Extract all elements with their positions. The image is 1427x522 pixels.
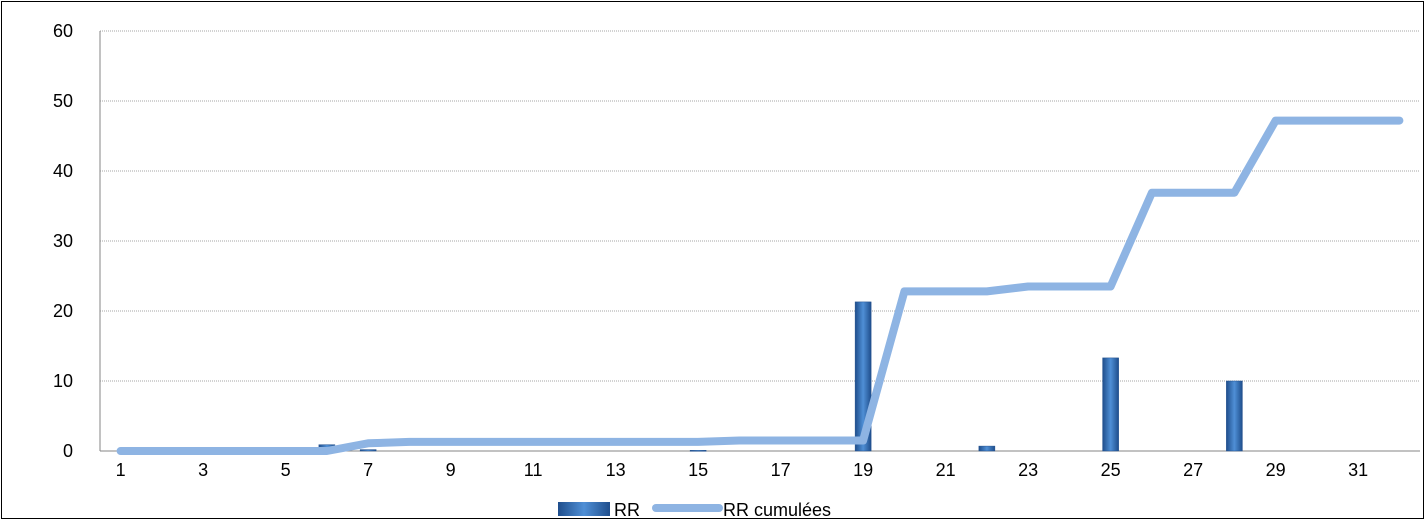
bar-rr-28 bbox=[1226, 380, 1243, 452]
legend-label-rr-cumulees: RR cumulées bbox=[723, 500, 831, 520]
bar-rr-15 bbox=[689, 450, 707, 452]
bar-rr-7 bbox=[359, 449, 377, 452]
y-tick-label: 20 bbox=[53, 301, 73, 321]
y-tick-label: 0 bbox=[63, 441, 73, 461]
x-tick-label: 15 bbox=[688, 460, 708, 480]
x-tick-label: 19 bbox=[853, 460, 873, 480]
y-tick-label: 30 bbox=[53, 231, 73, 251]
y-tick-label: 10 bbox=[53, 371, 73, 391]
x-tick-label: 29 bbox=[1266, 460, 1286, 480]
x-tick-label: 9 bbox=[446, 460, 456, 480]
gridlines bbox=[100, 30, 1420, 382]
y-tick-labels: 0 10 20 30 40 50 60 bbox=[53, 21, 73, 461]
y-tick-label: 60 bbox=[53, 21, 73, 41]
x-tick-label: 5 bbox=[281, 460, 291, 480]
legend-swatch-rr bbox=[558, 502, 610, 516]
line-rr-cumulees bbox=[116, 116, 1404, 455]
x-tick-label: 31 bbox=[1348, 460, 1368, 480]
bar-rr-25 bbox=[1102, 357, 1119, 452]
x-tick-label: 1 bbox=[116, 460, 126, 480]
x-tick-label: 21 bbox=[936, 460, 956, 480]
bar-rr-22 bbox=[978, 445, 996, 452]
line-series bbox=[116, 116, 1404, 455]
x-tick-label: 17 bbox=[771, 460, 791, 480]
x-tick-label: 11 bbox=[524, 460, 543, 480]
x-tick-label: 23 bbox=[1018, 460, 1038, 480]
x-tick-label: 7 bbox=[363, 460, 373, 480]
x-tick-label: 13 bbox=[606, 460, 626, 480]
x-tick-labels: 1 3 5 7 9 11 13 15 17 19 21 23 25 27 29 31 bbox=[116, 460, 1369, 480]
bar-series bbox=[318, 301, 1243, 452]
y-tick-label: 40 bbox=[53, 161, 73, 181]
x-tick-label: 3 bbox=[198, 460, 208, 480]
legend-label-rr: RR bbox=[614, 500, 640, 520]
y-tick-label: 50 bbox=[53, 91, 73, 111]
x-tick-label: 27 bbox=[1183, 460, 1203, 480]
x-tick-label: 25 bbox=[1101, 460, 1121, 480]
legend: RR RR cumulées bbox=[558, 500, 831, 520]
